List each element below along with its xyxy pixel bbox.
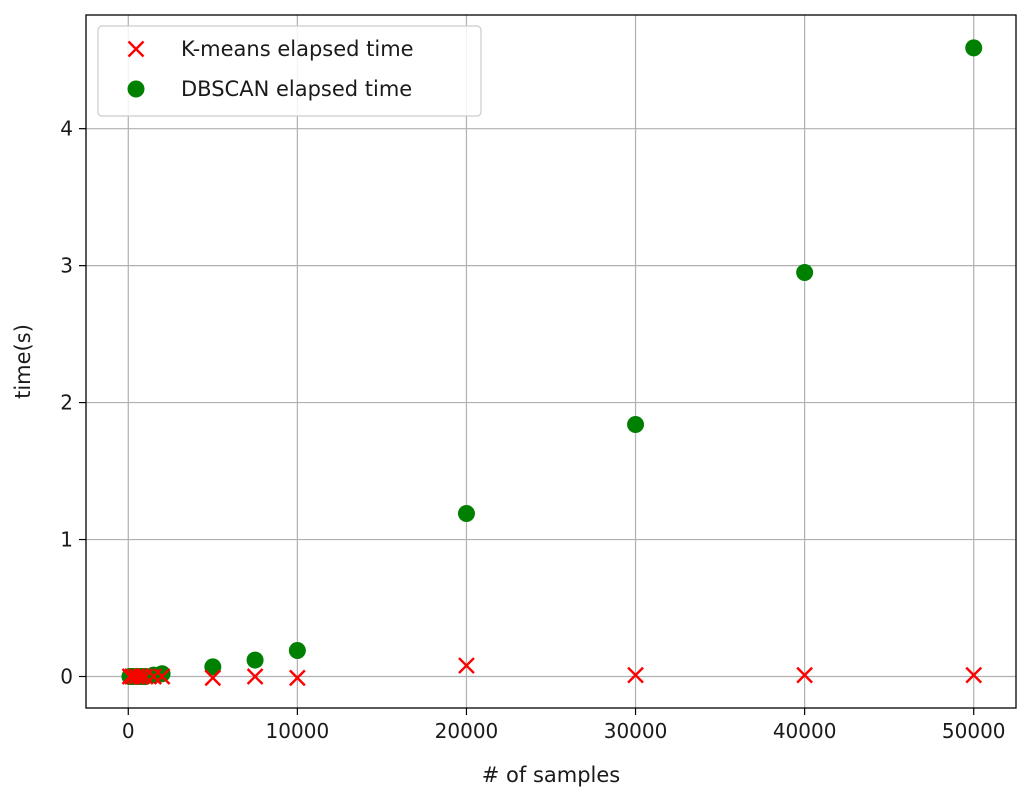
axis-ticks: 0 10000 20000 30000 40000 50000 0 1 2 3 4: [60, 117, 1005, 743]
x-tick-label: 0: [122, 719, 135, 743]
kmeans-point: [965, 666, 983, 684]
kmeans-point: [204, 669, 222, 687]
dbscan-point: [204, 658, 222, 676]
kmeans-point: [132, 668, 150, 685]
kmeans-point: [246, 668, 264, 685]
legend-x-marker: [127, 40, 145, 58]
dbscan-point: [796, 263, 814, 281]
legend-circle-marker: [127, 80, 145, 98]
dbscan-point: [965, 39, 983, 57]
grid-lines: [86, 15, 1016, 708]
kmeans-point: [458, 657, 475, 674]
dbscan-point: [246, 651, 264, 669]
dbscan-point: [627, 416, 645, 433]
x-tick-label: 30000: [604, 719, 668, 743]
x-axis-label: # of samples: [482, 763, 620, 787]
kmeans-point: [796, 666, 813, 684]
y-tick-label: 4: [60, 117, 73, 141]
legend-item: K-means elapsed time: [127, 37, 414, 61]
y-tick-label: 1: [60, 528, 73, 552]
x-tick-label: 50000: [942, 719, 1006, 743]
x-tick-label: 40000: [773, 719, 837, 743]
legend-label: K-means elapsed time: [181, 37, 414, 61]
y-tick-label: 3: [60, 254, 73, 278]
x-tick-label: 20000: [435, 719, 499, 743]
dbscan-point: [153, 665, 171, 683]
dbscan-point: [457, 505, 475, 523]
kmeans-point: [153, 668, 171, 685]
y-tick-label: 2: [60, 391, 73, 415]
kmeans-series: [121, 657, 983, 687]
data-points: [121, 39, 983, 687]
plot-frame: [85, 14, 1017, 709]
dbscan-point: [288, 641, 306, 659]
y-tick-label: 0: [60, 665, 73, 689]
kmeans-point: [627, 666, 644, 684]
legend-box: [97, 25, 482, 117]
legend-item: DBSCAN elapsed time: [127, 77, 412, 101]
x-tick-label: 10000: [266, 719, 330, 743]
legend: K-means elapsed time DBSCAN elapsed time: [97, 25, 482, 117]
kmeans-point: [289, 669, 306, 687]
y-axis-label: time(s): [11, 324, 35, 399]
legend-label: DBSCAN elapsed time: [181, 77, 412, 101]
